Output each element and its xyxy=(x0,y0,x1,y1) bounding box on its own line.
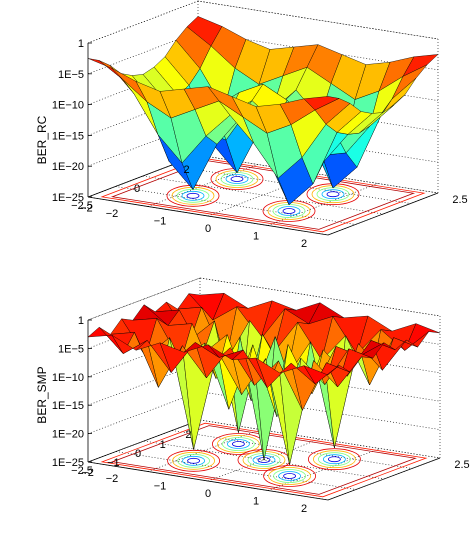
contour-ring xyxy=(231,441,245,447)
contour-ring xyxy=(221,437,255,451)
z-tick-label: 1E−15 xyxy=(52,400,84,412)
contour-ring xyxy=(177,453,211,468)
contour-boundary xyxy=(100,157,426,233)
contour-ring xyxy=(282,208,296,214)
y-ticks: 2 0 −2 xyxy=(80,164,189,214)
contour-boundary xyxy=(100,422,428,498)
contour-ring xyxy=(263,465,317,487)
ber-smp-plot: 11E−51E−101E−151E−201E−25210−1−2−2.5−2−1… xyxy=(35,277,470,515)
contour-ring xyxy=(312,450,356,469)
ber-rc-plot: 11E−51E−101E−151E−201E−2520−2−2.5−2−1012… xyxy=(35,0,468,250)
surface-mesh xyxy=(87,292,441,465)
contour-ring xyxy=(273,469,307,483)
x-tick-label: 2.5 xyxy=(454,459,469,471)
surface-patch xyxy=(303,365,340,385)
contour-boundary xyxy=(111,425,417,495)
x-tick-label: 2 xyxy=(301,503,307,515)
x-tick-label: −2.5 xyxy=(71,200,93,212)
contour-ring xyxy=(326,191,340,198)
contour-ring xyxy=(211,433,265,455)
contour-ring xyxy=(167,449,221,472)
x-tick-label: 2.5 xyxy=(452,194,467,206)
contour-ring xyxy=(268,467,312,485)
z-ticks: 1 1E−5 1E−10 1E−15 1E−20 1E−25 xyxy=(52,38,92,204)
contour-boundary xyxy=(110,160,416,230)
z-tick-label: 1 xyxy=(78,315,84,327)
x-tick-label: −1 xyxy=(154,480,167,492)
contour-ring xyxy=(230,176,244,182)
x-tick-label: −1 xyxy=(154,215,167,227)
z-tick-label: 1E−25 xyxy=(52,192,84,204)
y-tick-label: 1 xyxy=(160,439,166,451)
y-ticks: 2 1 0 −1 −2 xyxy=(81,429,191,479)
x-tick-label: 2 xyxy=(301,238,307,250)
y-tick-label: 2 xyxy=(183,164,189,176)
y-tick-label: 0 xyxy=(134,183,140,195)
x-tick-label: −2 xyxy=(106,208,119,220)
contour-ring xyxy=(321,189,345,200)
y-tick-label: −1 xyxy=(107,457,120,469)
contour-ring xyxy=(182,455,206,466)
contour-ring xyxy=(186,192,200,199)
z-tick-label: 1E−5 xyxy=(58,343,84,355)
contour-ring xyxy=(187,457,201,464)
surface-mesh xyxy=(87,16,439,206)
contour-ring xyxy=(278,471,302,481)
z-tick-label: 1E−10 xyxy=(52,100,84,112)
contour-ring xyxy=(327,456,341,463)
z-tick-label: 1E−25 xyxy=(52,457,84,469)
contour-ring xyxy=(283,473,297,479)
y-tick-label: −2 xyxy=(81,467,94,479)
contour-projection xyxy=(100,422,428,498)
x-tick-label: −2.5 xyxy=(71,465,93,477)
z-tick-label: 1E−20 xyxy=(52,161,84,173)
x-tick-label: 0 xyxy=(205,488,211,500)
contour-ring xyxy=(226,439,250,449)
z-axis-label: BER_SMP xyxy=(35,366,49,423)
contour-projection xyxy=(100,157,426,233)
z-tick-label: 1E−15 xyxy=(52,130,84,142)
surface-patch xyxy=(87,58,124,80)
contour-ring xyxy=(181,190,205,201)
z-tick-label: 1 xyxy=(78,38,84,50)
contour-ring xyxy=(317,452,351,467)
x-tick-label: 0 xyxy=(205,223,211,235)
x-tick-label: 1 xyxy=(253,496,259,508)
z-tick-label: 1E−10 xyxy=(52,372,84,384)
y-tick-label: 2 xyxy=(185,429,191,441)
y-tick-label: 0 xyxy=(135,448,141,460)
surface-patch xyxy=(303,96,340,111)
x-tick-label: −2 xyxy=(106,473,119,485)
contour-ring xyxy=(172,451,216,470)
y-tick-label: −2 xyxy=(80,202,93,214)
contour-ring xyxy=(277,206,301,216)
contour-ring xyxy=(216,435,260,453)
x-tick-label: 1 xyxy=(253,231,259,243)
z-axis-label: BER_RC xyxy=(35,115,49,164)
z-ticks: 1 1E−5 1E−10 1E−15 1E−20 1E−25 xyxy=(52,315,92,469)
z-tick-label: 1E−20 xyxy=(52,429,84,441)
contour-ring xyxy=(307,448,361,471)
contour-ring xyxy=(322,454,346,465)
z-tick-label: 1E−5 xyxy=(58,69,84,81)
contour-ring xyxy=(225,174,249,184)
